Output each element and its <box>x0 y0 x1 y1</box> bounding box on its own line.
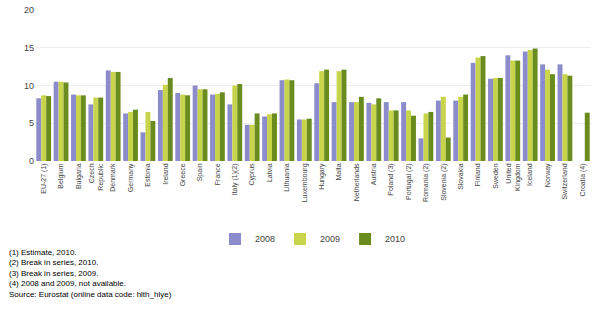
svg-text:(1) Estimate, 2010.(2) Break i: (1) Estimate, 2010.(2) Break in series, … <box>9 248 172 299</box>
svg-text:Lithuania: Lithuania <box>283 163 290 192</box>
svg-text:2010: 2010 <box>385 234 405 244</box>
svg-text:Croatia (4): Croatia (4) <box>579 163 587 196</box>
svg-text:2008: 2008 <box>255 234 275 244</box>
svg-text:10: 10 <box>24 81 34 91</box>
svg-text:20: 20 <box>24 5 34 15</box>
svg-text:Netherlands: Netherlands <box>353 163 360 201</box>
svg-text:Cyprus: Cyprus <box>248 163 256 186</box>
svg-text:Estonia: Estonia <box>144 163 151 186</box>
svg-text:UnitedKingdom: UnitedKingdom <box>505 163 522 191</box>
svg-text:Switzerland: Switzerland <box>561 163 568 199</box>
svg-text:Greece: Greece <box>179 163 186 186</box>
svg-text:EU-27 (1): EU-27 (1) <box>40 163 48 193</box>
svg-text:Luxembourg: Luxembourg <box>301 163 309 202</box>
svg-text:Belgium: Belgium <box>57 163 65 188</box>
svg-text:Austria: Austria <box>370 163 377 185</box>
svg-text:Romania (2): Romania (2) <box>422 163 430 202</box>
svg-text:Slovenia (2): Slovenia (2) <box>440 163 448 200</box>
svg-text:Italy (1)(2): Italy (1)(2) <box>231 163 239 195</box>
svg-text:15: 15 <box>24 43 34 53</box>
svg-text:Spain: Spain <box>196 163 204 181</box>
svg-text:0: 0 <box>29 156 34 166</box>
svg-text:Finland: Finland <box>474 163 481 186</box>
svg-text:Slovakia: Slovakia <box>457 163 464 190</box>
svg-text:Portugal (2): Portugal (2) <box>405 163 413 200</box>
svg-text:Ireland: Ireland <box>162 163 169 185</box>
svg-text:2009: 2009 <box>320 234 340 244</box>
svg-text:Iceland: Iceland <box>526 163 533 186</box>
svg-text:Latvia: Latvia <box>266 163 273 182</box>
svg-text:Malta: Malta <box>335 163 342 180</box>
svg-text:France: France <box>214 163 221 185</box>
svg-text:Hungary: Hungary <box>318 163 326 190</box>
svg-text:Germany: Germany <box>127 163 135 192</box>
svg-text:5: 5 <box>29 118 34 128</box>
svg-text:Norway: Norway <box>544 163 552 187</box>
svg-text:Bulgaria: Bulgaria <box>75 163 83 189</box>
svg-text:Sweden: Sweden <box>492 163 499 188</box>
svg-text:Poland (3): Poland (3) <box>387 163 395 195</box>
svg-text:Denmark: Denmark <box>109 163 116 192</box>
svg-text:CzechRepublic: CzechRepublic <box>88 163 105 191</box>
